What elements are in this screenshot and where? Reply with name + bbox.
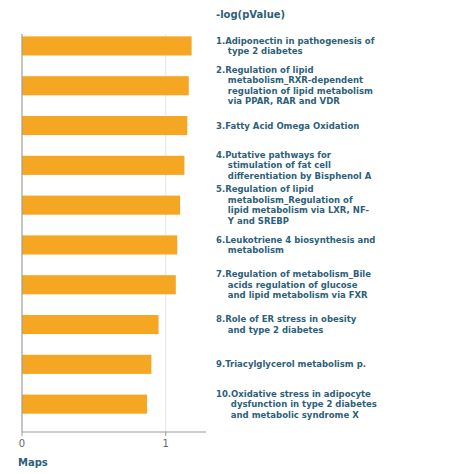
bar — [22, 156, 184, 175]
bar — [22, 76, 189, 95]
bar — [22, 235, 177, 254]
bar — [22, 355, 151, 374]
bar — [22, 116, 187, 135]
chart: 0 1 Maps -log(pValue) 1.​Adiponectin in path… — [0, 0, 474, 474]
bar — [22, 275, 176, 294]
bar — [22, 196, 180, 215]
category-label: 7.​Regulation of metabolism_Bile acids r… — [216, 269, 371, 300]
x-axis-label: Maps — [18, 457, 48, 468]
bar — [22, 36, 192, 55]
category-label: 8.​Role of ER stress in obesity and type… — [216, 314, 357, 335]
bar — [22, 395, 147, 414]
category-label: 6.​Leukotriene 4 biosynthesis and metabo… — [216, 235, 375, 256]
x-tick-label: 1 — [163, 438, 169, 449]
y-axis-line — [22, 34, 23, 432]
x-tick — [165, 432, 166, 436]
x-axis-line — [22, 432, 206, 433]
category-label: 9.​Triacylglycerol metabolism p. — [216, 359, 366, 369]
x-tick-label: 0 — [19, 438, 25, 449]
bar — [22, 315, 159, 334]
grid-line — [22, 34, 23, 432]
category-label: 4.​Putative pathways for stimulation of … — [216, 150, 372, 181]
category-label: 3.​Fatty Acid Omega Oxidation — [216, 121, 359, 131]
category-label: 2.​Regulation of lipid metabolism_RXR-de… — [216, 65, 373, 107]
bars — [22, 36, 192, 413]
title: -log(pValue) — [216, 9, 285, 20]
category-label: 1.​Adiponectin in pathogenesis of type 2… — [216, 36, 375, 57]
category-label: 10.​Oxidative stress in adipocyte dysfun… — [216, 389, 377, 420]
x-tick — [22, 432, 23, 436]
category-label: 5.​Regulation of lipid metabolism_Regula… — [216, 184, 369, 226]
